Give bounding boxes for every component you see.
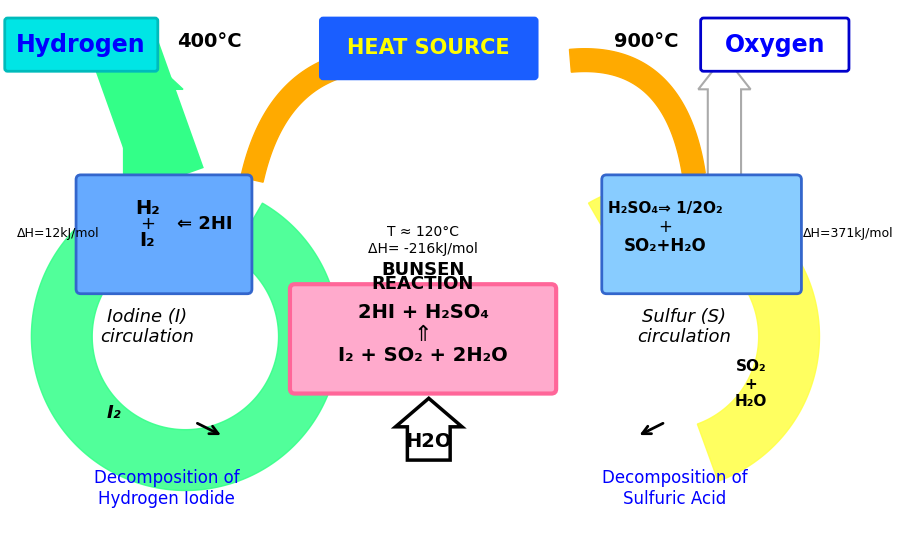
Text: BUNSEN: BUNSEN [382, 261, 465, 279]
Text: H₂: H₂ [135, 199, 160, 218]
Text: ΔH=371kJ/mol: ΔH=371kJ/mol [804, 228, 894, 240]
Text: I₂ + SO₂ + 2H₂O: I₂ + SO₂ + 2H₂O [338, 346, 508, 365]
Text: I₂: I₂ [140, 231, 155, 250]
Text: ⇐ 2HI: ⇐ 2HI [177, 215, 232, 233]
FancyBboxPatch shape [76, 175, 252, 294]
Text: Hydrogen: Hydrogen [16, 33, 145, 56]
Polygon shape [241, 49, 400, 182]
Polygon shape [32, 192, 339, 491]
Text: REACTION: REACTION [372, 275, 474, 293]
Text: H₂SO₄⇒ 1/2O₂: H₂SO₄⇒ 1/2O₂ [608, 201, 723, 216]
Polygon shape [588, 182, 820, 481]
Text: +: + [140, 215, 155, 233]
Text: Iodine (I)
circulation: Iodine (I) circulation [100, 308, 194, 346]
FancyBboxPatch shape [701, 18, 849, 71]
Text: ⇑: ⇑ [414, 324, 432, 345]
Text: H2O: H2O [406, 431, 452, 450]
Text: ΔH=12kJ/mol: ΔH=12kJ/mol [17, 228, 100, 240]
Text: SO₂+H₂O: SO₂+H₂O [624, 237, 707, 255]
Text: ΔH= -216kJ/mol: ΔH= -216kJ/mol [368, 242, 478, 256]
Text: I₂: I₂ [106, 404, 122, 422]
Text: +: + [658, 218, 672, 236]
FancyBboxPatch shape [320, 18, 537, 79]
FancyArrow shape [112, 56, 183, 180]
FancyBboxPatch shape [5, 18, 158, 71]
Text: 2HI + H₂SO₄: 2HI + H₂SO₄ [357, 303, 489, 322]
Text: 900°C: 900°C [614, 32, 678, 51]
FancyBboxPatch shape [290, 284, 557, 393]
FancyArrow shape [395, 398, 462, 460]
Polygon shape [569, 49, 705, 176]
Text: Sulfur (S)
circulation: Sulfur (S) circulation [638, 308, 732, 346]
Text: 400°C: 400°C [177, 32, 242, 51]
Text: Oxygen: Oxygen [724, 33, 825, 56]
Text: Decomposition of
Hydrogen Iodide: Decomposition of Hydrogen Iodide [94, 469, 239, 508]
FancyArrow shape [698, 56, 750, 180]
FancyBboxPatch shape [602, 175, 802, 294]
Text: HEAT SOURCE: HEAT SOURCE [347, 38, 510, 59]
Text: T ≈ 120°C: T ≈ 120°C [387, 225, 459, 239]
Text: Decomposition of
Sulfuric Acid: Decomposition of Sulfuric Acid [603, 469, 748, 508]
Text: SO₂
+
H₂O: SO₂ + H₂O [735, 359, 768, 409]
